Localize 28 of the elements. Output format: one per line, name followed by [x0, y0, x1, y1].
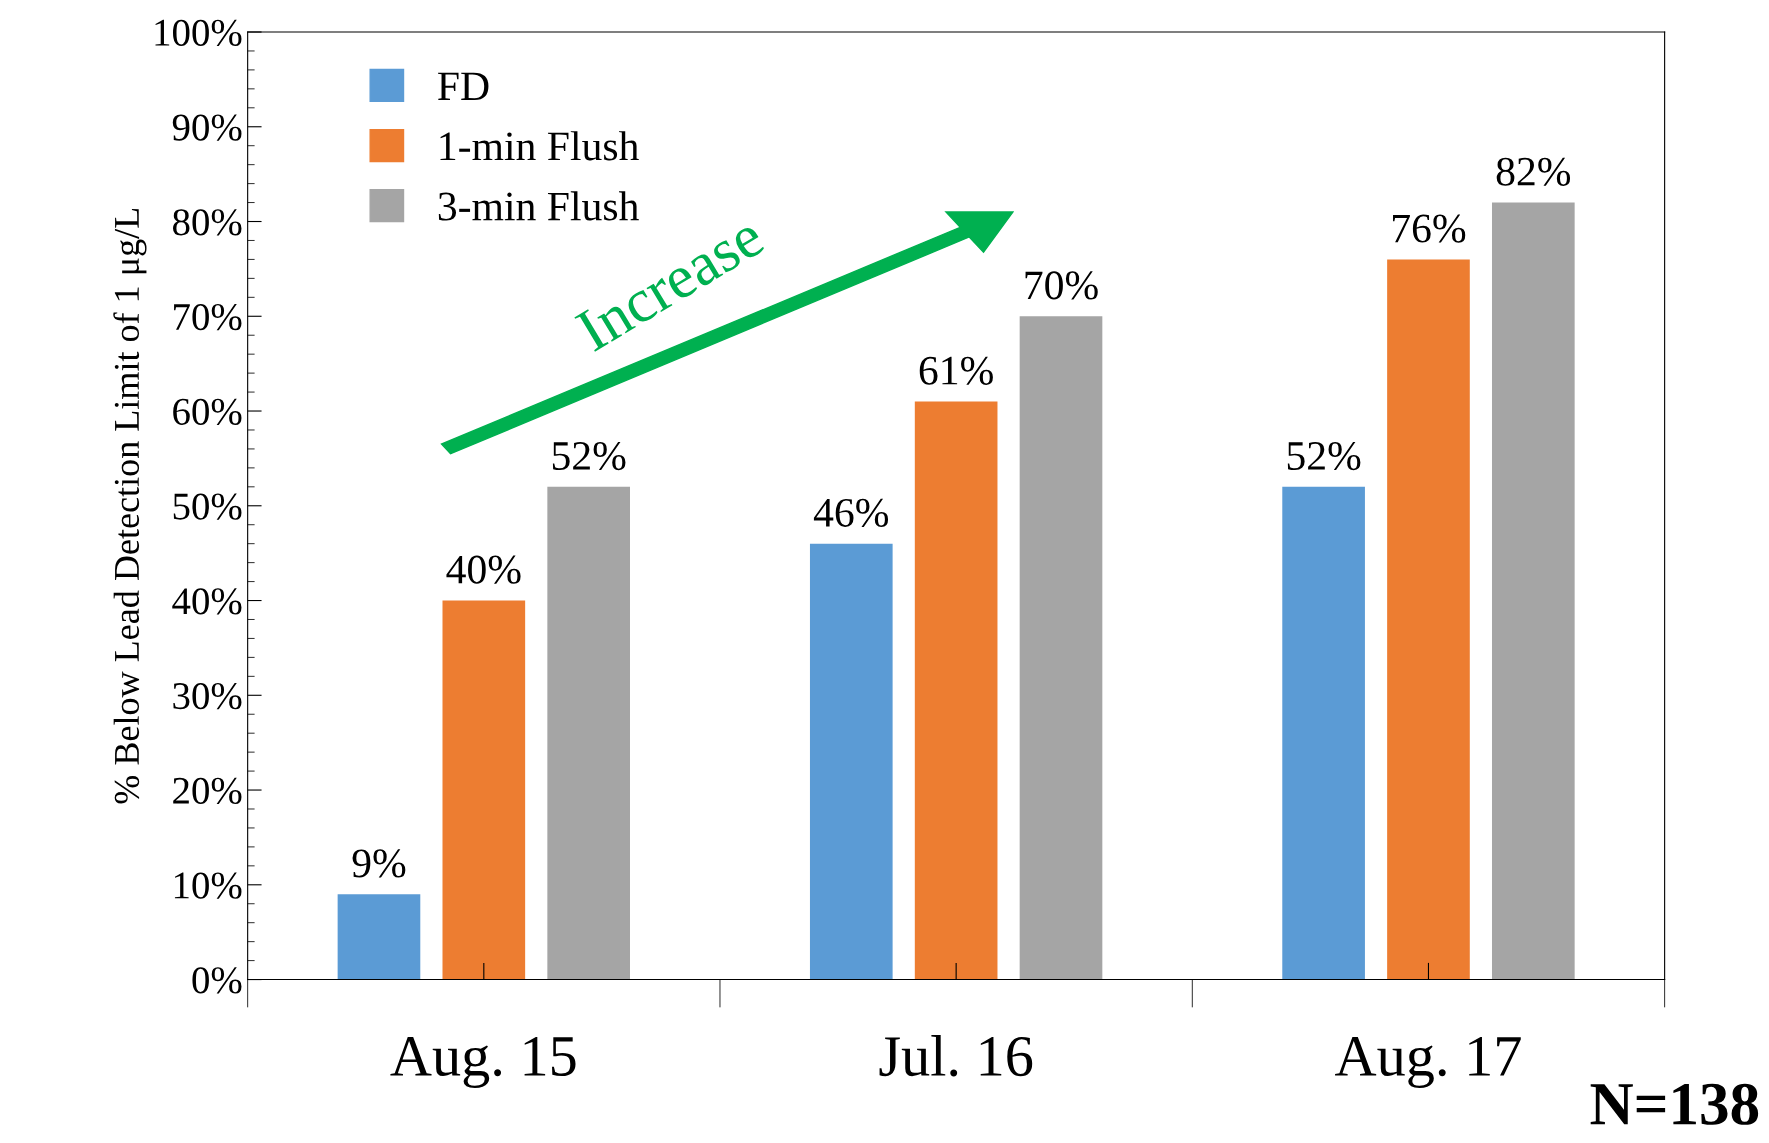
text: N=138	[1590, 1083, 1759, 1125]
x-tick-label: Aug. 15	[390, 1036, 576, 1089]
y-tick-label: 10%	[174, 872, 242, 899]
y-tick-label: 100%	[155, 19, 242, 47]
legend-label: FD	[438, 72, 489, 101]
y-tick-label: 30%	[173, 682, 242, 710]
y-tick-label: 20%	[173, 777, 242, 805]
legend-label: 3-min Flush	[438, 191, 639, 221]
text: 52%	[552, 441, 626, 471]
text: 40%	[446, 555, 521, 584]
x-tick-label: Jul. 16	[879, 1035, 1033, 1077]
y-axis-title: % Below Lead Detection Limit of 1 μg/L	[113, 208, 147, 804]
text: 70%	[1025, 271, 1098, 300]
text: 9%	[352, 849, 406, 878]
y-tick-label: 60%	[173, 398, 242, 426]
text: 61%	[919, 356, 993, 385]
y-tick-label: 0%	[192, 967, 242, 994]
text: 46%	[813, 498, 889, 528]
y-tick-label: 80%	[173, 209, 242, 236]
text: 52%	[1287, 441, 1361, 471]
text: 76%	[1393, 214, 1466, 243]
y-tick-label: 70%	[174, 303, 242, 331]
legend-label: 1-min Flush	[440, 131, 639, 161]
x-tick-label: Aug. 17	[1335, 1036, 1521, 1089]
text: 82%	[1496, 157, 1571, 186]
y-tick-label: 40%	[172, 588, 242, 615]
y-tick-label: 90%	[172, 114, 242, 141]
y-tick-label: 50%	[173, 493, 242, 520]
